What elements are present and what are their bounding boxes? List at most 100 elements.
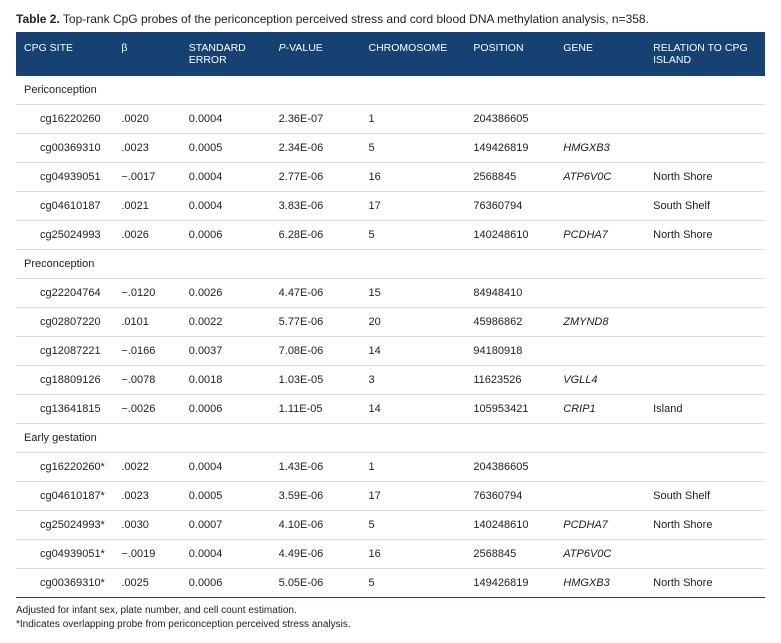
cell-gene xyxy=(555,192,645,221)
cell-gene: VGLL4 xyxy=(555,366,645,395)
cell-chrom: 1 xyxy=(361,453,466,482)
cell-gene xyxy=(555,482,645,511)
cell-rel: North Shore xyxy=(645,511,765,540)
cell-chrom: 15 xyxy=(361,279,466,308)
section-row: Periconception xyxy=(16,76,765,105)
cell-pval: 2.34E-06 xyxy=(271,134,361,163)
cell-pval: 1.11E-05 xyxy=(271,395,361,424)
cell-rel xyxy=(645,134,765,163)
cell-gene xyxy=(555,337,645,366)
cell-site: cg02807220 xyxy=(16,308,113,337)
cell-pos: 105953421 xyxy=(465,395,555,424)
cell-site: cg04610187 xyxy=(16,192,113,221)
cell-pval: 5.77E-06 xyxy=(271,308,361,337)
cell-chrom: 17 xyxy=(361,482,466,511)
cell-beta: .0020 xyxy=(113,105,180,134)
cell-pval: 4.10E-06 xyxy=(271,511,361,540)
col-pval: P-VALUE xyxy=(271,32,361,76)
cell-beta: −.0017 xyxy=(113,163,180,192)
col-chrom: CHROMOSOME xyxy=(361,32,466,76)
cell-se: 0.0037 xyxy=(181,337,271,366)
cell-site: cg25024993 xyxy=(16,221,113,250)
cell-beta: −.0026 xyxy=(113,395,180,424)
cell-se: 0.0004 xyxy=(181,453,271,482)
section-row: Preconception xyxy=(16,250,765,279)
cell-rel: North Shore xyxy=(645,163,765,192)
table-row: cg13641815−.00260.00061.11E-051410595342… xyxy=(16,395,765,424)
cell-beta: −.0120 xyxy=(113,279,180,308)
cell-gene: CRIP1 xyxy=(555,395,645,424)
cell-beta: .0101 xyxy=(113,308,180,337)
col-beta: β xyxy=(113,32,180,76)
table-row: cg04939051*−.00190.00044.49E-06162568845… xyxy=(16,540,765,569)
cell-se: 0.0006 xyxy=(181,221,271,250)
cell-pval: 2.36E-07 xyxy=(271,105,361,134)
table-row: cg18809126−.00780.00181.03E-05311623526V… xyxy=(16,366,765,395)
table-row: cg04610187.00210.00043.83E-061776360794S… xyxy=(16,192,765,221)
cell-se: 0.0004 xyxy=(181,192,271,221)
col-se: STANDARD ERROR xyxy=(181,32,271,76)
cell-gene: PCDHA7 xyxy=(555,511,645,540)
cell-chrom: 17 xyxy=(361,192,466,221)
cell-chrom: 16 xyxy=(361,540,466,569)
cell-pos: 140248610 xyxy=(465,511,555,540)
cell-gene xyxy=(555,453,645,482)
table-row: cg00369310.00230.00052.34E-065149426819H… xyxy=(16,134,765,163)
cell-pval: 3.59E-06 xyxy=(271,482,361,511)
table-body: Periconceptioncg16220260.00200.00042.36E… xyxy=(16,76,765,598)
cell-beta: .0030 xyxy=(113,511,180,540)
cell-site: cg04610187* xyxy=(16,482,113,511)
cell-pos: 45986862 xyxy=(465,308,555,337)
cell-rel xyxy=(645,366,765,395)
cell-chrom: 5 xyxy=(361,569,466,598)
cell-beta: −.0078 xyxy=(113,366,180,395)
cell-beta: −.0019 xyxy=(113,540,180,569)
cell-rel xyxy=(645,453,765,482)
cell-rel: Island xyxy=(645,395,765,424)
table-header: CPG SITEβSTANDARD ERRORP-VALUECHROMOSOME… xyxy=(16,32,765,76)
cell-pval: 1.03E-05 xyxy=(271,366,361,395)
section-label: Periconception xyxy=(16,76,765,105)
cell-se: 0.0018 xyxy=(181,366,271,395)
cell-beta: −.0166 xyxy=(113,337,180,366)
cell-se: 0.0004 xyxy=(181,105,271,134)
cell-se: 0.0005 xyxy=(181,482,271,511)
table-row: cg02807220.01010.00225.77E-062045986862Z… xyxy=(16,308,765,337)
cell-pos: 204386605 xyxy=(465,453,555,482)
col-gene: GENE xyxy=(555,32,645,76)
cell-pos: 11623526 xyxy=(465,366,555,395)
section-label: Early gestation xyxy=(16,424,765,453)
table-row: cg12087221−.01660.00377.08E-061494180918 xyxy=(16,337,765,366)
col-site: CPG SITE xyxy=(16,32,113,76)
cell-rel xyxy=(645,105,765,134)
cell-chrom: 20 xyxy=(361,308,466,337)
cell-pval: 4.49E-06 xyxy=(271,540,361,569)
footnote-1: Adjusted for infant sex, plate number, a… xyxy=(16,604,765,618)
cell-site: cg16220260* xyxy=(16,453,113,482)
cell-chrom: 14 xyxy=(361,395,466,424)
cell-pos: 140248610 xyxy=(465,221,555,250)
cell-pos: 94180918 xyxy=(465,337,555,366)
cell-chrom: 5 xyxy=(361,221,466,250)
cell-beta: .0023 xyxy=(113,482,180,511)
cell-pos: 76360794 xyxy=(465,192,555,221)
cell-chrom: 16 xyxy=(361,163,466,192)
cell-chrom: 14 xyxy=(361,337,466,366)
cell-se: 0.0005 xyxy=(181,134,271,163)
footnotes: Adjusted for infant sex, plate number, a… xyxy=(16,604,765,631)
data-table: CPG SITEβSTANDARD ERRORP-VALUECHROMOSOME… xyxy=(16,32,765,598)
table-title: Table 2. Top-rank CpG probes of the peri… xyxy=(16,12,765,26)
cell-beta: .0025 xyxy=(113,569,180,598)
table-caption: Top-rank CpG probes of the periconceptio… xyxy=(63,12,649,26)
cell-pval: 5.05E-06 xyxy=(271,569,361,598)
table-row: cg16220260.00200.00042.36E-071204386605 xyxy=(16,105,765,134)
cell-pos: 2568845 xyxy=(465,163,555,192)
cell-pval: 4.47E-06 xyxy=(271,279,361,308)
cell-pos: 84948410 xyxy=(465,279,555,308)
cell-site: cg04939051* xyxy=(16,540,113,569)
cell-rel: South Shelf xyxy=(645,192,765,221)
cell-rel: North Shore xyxy=(645,221,765,250)
cell-gene xyxy=(555,279,645,308)
table-row: cg04610187*.00230.00053.59E-061776360794… xyxy=(16,482,765,511)
cell-pos: 76360794 xyxy=(465,482,555,511)
